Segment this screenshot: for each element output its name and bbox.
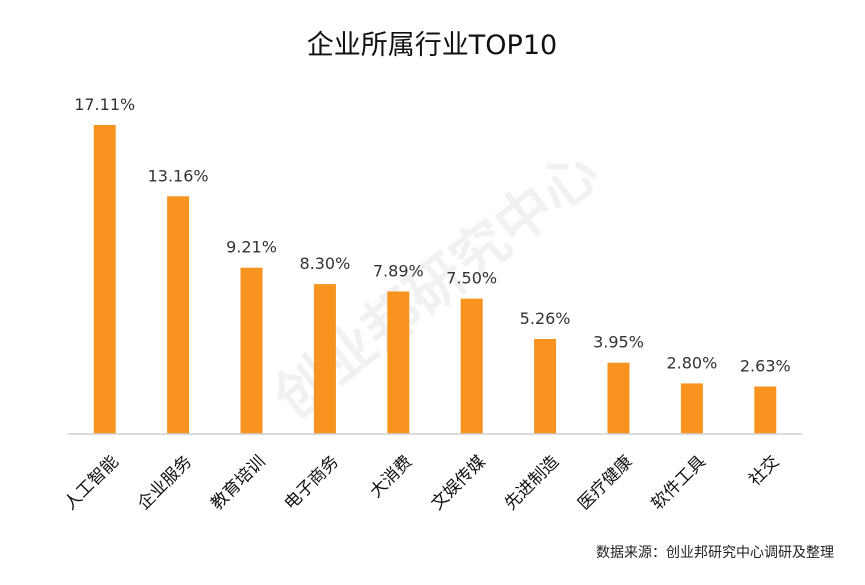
bar-社交: [754, 386, 777, 434]
bar-教育培训: [240, 267, 263, 434]
bar-企业服务: [167, 196, 190, 434]
value-label: 2.80%: [666, 353, 717, 372]
value-labels-group: 17.11% 13.16% 9.21% 8.30% 7.89% 7.50% 5.26% 3.9…: [74, 95, 791, 376]
category-label: 软件工具: [648, 452, 710, 514]
value-label: 17.11%: [74, 95, 135, 114]
value-label: 3.95%: [593, 333, 644, 352]
value-label: 2.63%: [740, 357, 791, 376]
value-label: 7.89%: [373, 262, 424, 281]
category-labels-group: 人工智能 企业服务 教育培训 电子商务 大消费 文娱传媒 先进制造 医疗健康 软件工具 社交: [60, 452, 783, 514]
category-label: 先进制造: [501, 452, 563, 514]
category-label: 人工智能: [60, 452, 122, 514]
bar-软件工具: [680, 383, 703, 434]
bar-医疗健康: [607, 362, 630, 434]
value-label: 8.30%: [299, 254, 350, 273]
value-label: 13.16%: [148, 166, 209, 185]
category-label: 教育培训: [207, 452, 269, 514]
chart-title: 企业所属行业TOP10: [307, 30, 557, 61]
category-label: 文娱传媒: [427, 452, 489, 514]
category-label: 社交: [745, 452, 783, 490]
category-label: 大消费: [366, 452, 416, 502]
value-label: 7.50%: [446, 269, 497, 288]
value-label: 9.21%: [226, 238, 277, 257]
category-label: 企业服务: [134, 452, 196, 514]
bars-group: [93, 125, 777, 434]
category-label: 电子商务: [281, 452, 343, 514]
bar-先进制造: [534, 339, 557, 434]
bar-电子商务: [313, 284, 336, 434]
category-label: 医疗健康: [574, 452, 636, 514]
bar-文娱传媒: [460, 298, 483, 434]
bar-大消费: [387, 291, 410, 434]
value-label: 5.26%: [520, 309, 571, 328]
bar-人工智能: [93, 125, 116, 434]
data-source-note: 数据来源：创业邦研究中心调研及整理: [596, 545, 834, 561]
